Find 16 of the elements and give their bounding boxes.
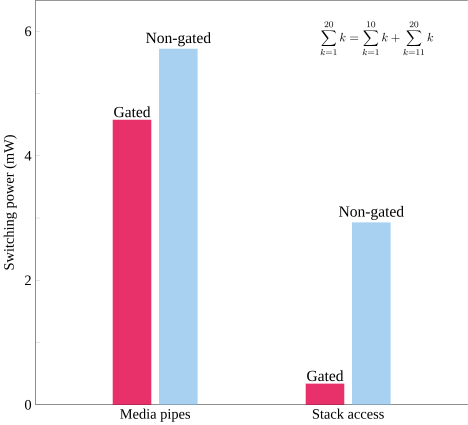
y-tick-label: 0: [24, 400, 32, 410]
y-tick-label: 6: [25, 26, 32, 36]
series-label: Gated: [114, 106, 150, 118]
y-tick-label: 2: [25, 275, 31, 285]
series-label: Non-gated: [339, 206, 404, 220]
y-tick-label: 4: [24, 150, 32, 160]
annotation: $\sum_{k=1}^{20} k=\sum_{k=1}^{10} k+\sum_{k=11}^{20} k$: [320, 21, 434, 55]
bar: [306, 383, 344, 405]
bar: [159, 48, 198, 405]
text: Gated: [307, 370, 344, 381]
bar: [352, 222, 391, 405]
text: Non-gated: [146, 32, 211, 46]
x-tick-label: Media pipes: [120, 408, 190, 422]
x-tick-label: Stack access: [312, 408, 384, 419]
bar: [112, 120, 152, 405]
y-axis-title: Switching power (mW): [4, 134, 17, 270]
